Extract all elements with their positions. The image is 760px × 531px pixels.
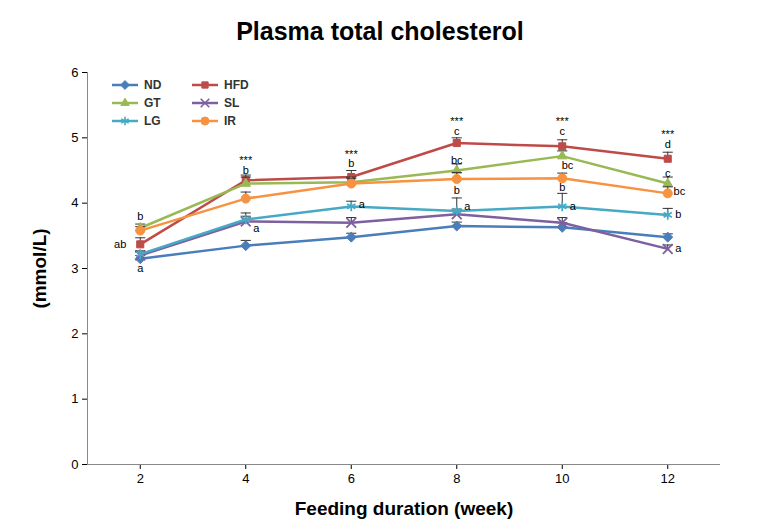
svg-text:bc: bc [562,159,574,171]
html-text:ND: ND [144,78,162,92]
svg-text:0: 0 [71,457,78,472]
svg-text:b: b [559,181,565,193]
svg-text:a: a [675,242,682,254]
svg-text:12: 12 [661,471,675,486]
svg-text:b: b [348,157,354,169]
html-text:GT: GT [144,96,161,110]
svg-text:b: b [137,210,143,222]
html-text:LG: LG [144,114,161,128]
svg-text:b: b [675,208,681,220]
svg-text:2: 2 [71,326,78,341]
svg-text:b: b [243,164,249,176]
svg-text:a: a [464,200,471,212]
svg-text:5: 5 [71,130,78,145]
svg-text:a: a [137,262,144,274]
svg-text:4: 4 [71,195,78,210]
html-text:HFD: HFD [224,78,249,92]
svg-text:a: a [359,198,366,210]
svg-text:bc: bc [451,154,463,166]
html-text:IR: IR [224,114,236,128]
svg-text:6: 6 [71,65,78,80]
svg-text:d: d [665,138,671,150]
svg-text:b: b [454,184,460,196]
svg-text:3: 3 [71,261,78,276]
svg-text:a: a [570,200,577,212]
svg-text:bc: bc [674,185,686,197]
svg-text:4: 4 [242,471,249,486]
svg-text:c: c [560,125,566,137]
svg-text:6: 6 [348,471,355,486]
svg-text:Feeding duration (week): Feeding duration (week) [295,498,514,519]
svg-text:c: c [665,167,671,179]
svg-text:a: a [253,222,260,234]
svg-text:ab: ab [114,238,126,250]
svg-text:c: c [454,125,460,137]
html-text:Plasma total cholesterol: Plasma total cholesterol [236,17,524,45]
svg-text:10: 10 [555,471,569,486]
svg-text:2: 2 [137,471,144,486]
svg-text:8: 8 [453,471,460,486]
svg-text:1: 1 [71,391,78,406]
svg-text:(mmol/L): (mmol/L) [29,228,50,308]
html-text:SL: SL [224,96,240,110]
